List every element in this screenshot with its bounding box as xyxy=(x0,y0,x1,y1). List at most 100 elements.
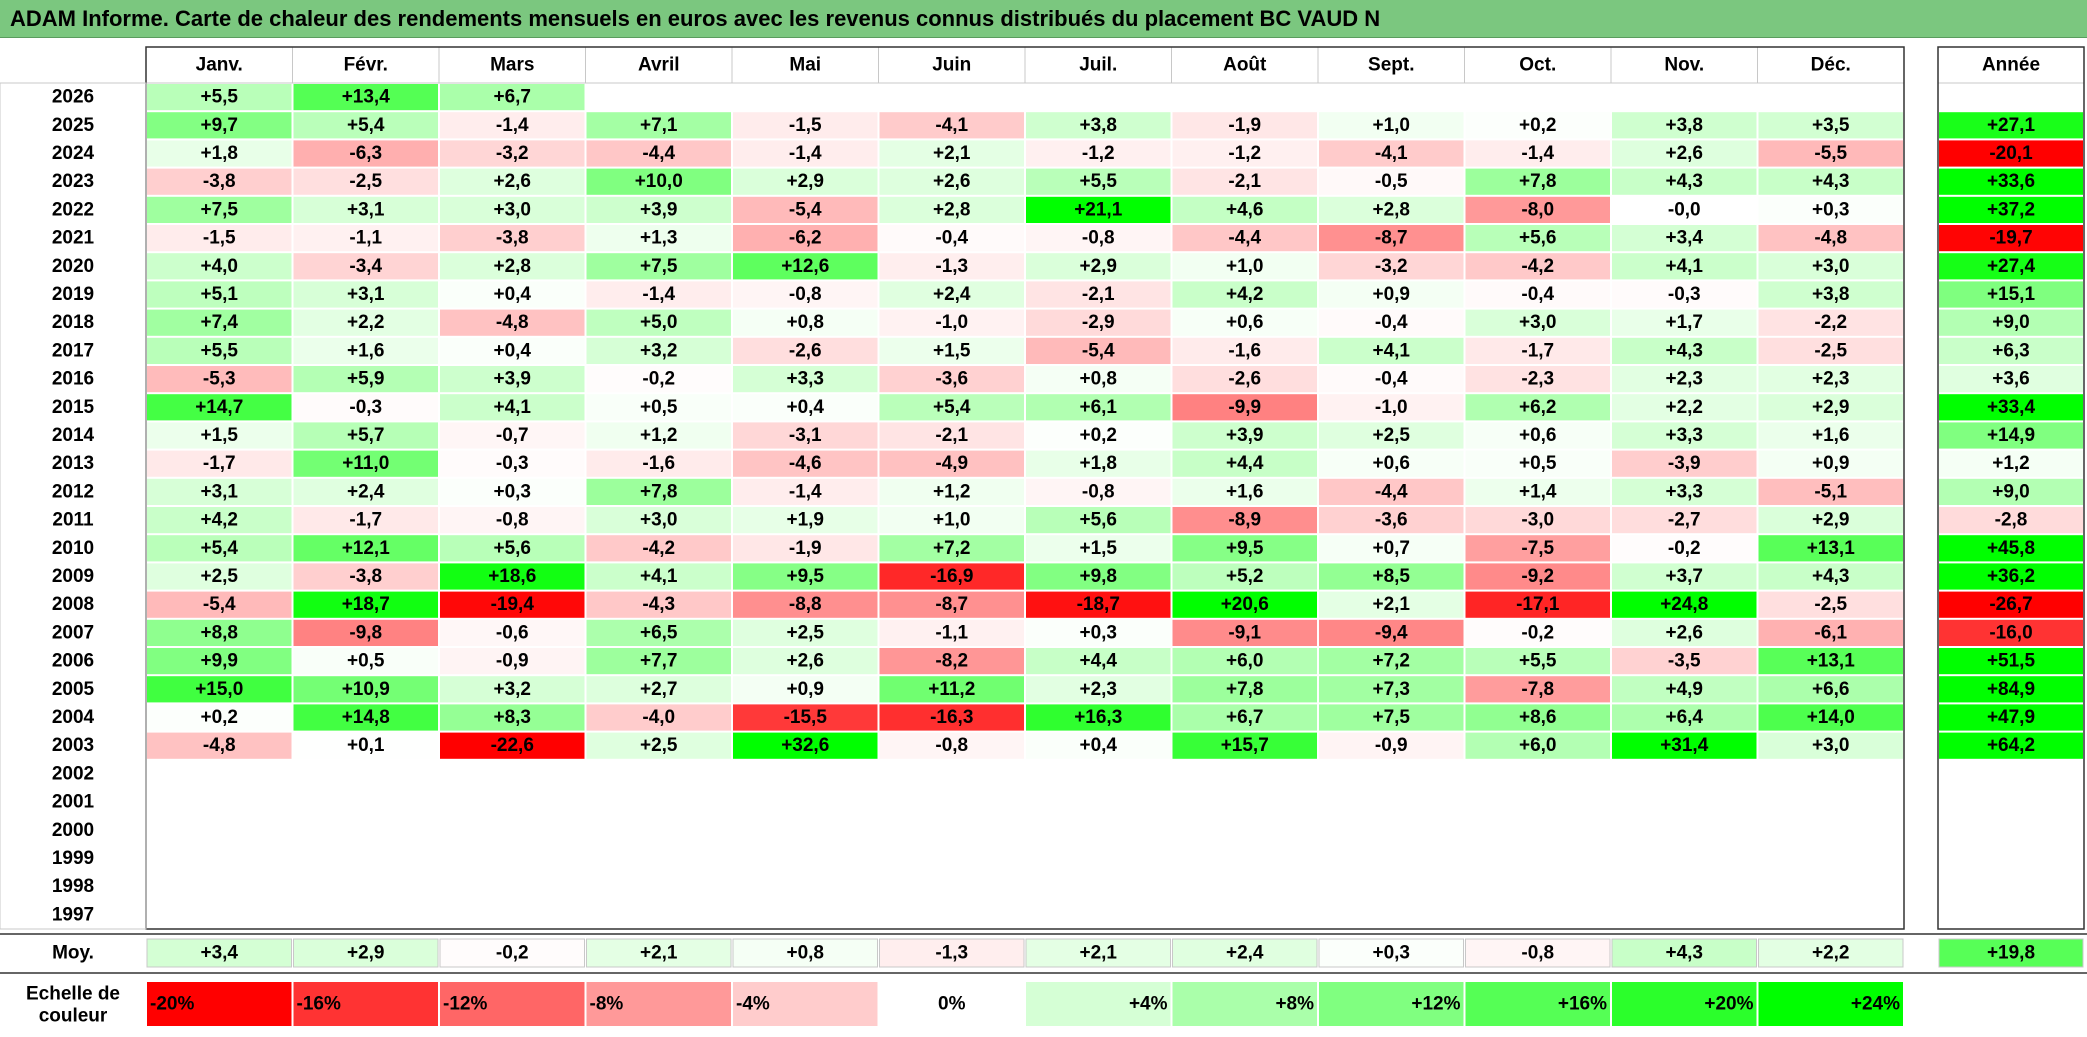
heatmap-cell xyxy=(1026,394,1171,421)
heatmap-cell xyxy=(1319,196,1464,223)
heatmap-cell xyxy=(1319,253,1464,280)
heatmap-cell-value: +0,3 xyxy=(493,481,531,502)
heatmap-cell-value: -4,0 xyxy=(642,707,675,728)
heatmap-cell xyxy=(440,732,585,759)
scale-swatch-label: -12% xyxy=(443,994,487,1015)
row-year-label: 2021 xyxy=(52,228,95,249)
heatmap-cell xyxy=(733,394,878,421)
heatmap-cell-value: -0,6 xyxy=(496,622,529,643)
heatmap-cell xyxy=(1758,309,1903,336)
heatmap-cell-value: -1,2 xyxy=(1228,143,1261,164)
heatmap-cell-value: -8,2 xyxy=(935,651,968,672)
heatmap-cell-value: -1,7 xyxy=(349,510,382,531)
heatmap-cell xyxy=(1612,253,1757,280)
row-year-label: 2004 xyxy=(52,707,95,728)
heatmap-cell-value: +0,5 xyxy=(640,397,678,418)
scale-swatch xyxy=(1465,982,1610,1026)
annual-cell xyxy=(1939,591,2083,618)
row-year-label: 2001 xyxy=(52,792,95,813)
heatmap-cell-value: -1,2 xyxy=(1082,143,1115,164)
heatmap-cell xyxy=(1172,789,1317,816)
row-year-label: 2024 xyxy=(52,143,95,164)
heatmap-cell xyxy=(586,84,731,111)
heatmap-cell xyxy=(147,873,292,900)
average-cell-value: -0,8 xyxy=(1521,943,1554,964)
annual-cell xyxy=(1939,732,2083,759)
heatmap-cell xyxy=(1172,253,1317,280)
heatmap-cell-value: +2,7 xyxy=(640,679,678,700)
heatmap-cell-value: +5,1 xyxy=(200,284,238,305)
heatmap-cell-value: -2,5 xyxy=(1814,594,1847,615)
heatmap-cell xyxy=(1026,648,1171,675)
row-year-label: 2005 xyxy=(52,679,95,700)
average-cell xyxy=(732,938,878,968)
heatmap-cell xyxy=(440,648,585,675)
heatmap-cell xyxy=(1758,140,1903,167)
heatmap-cell xyxy=(1319,281,1464,308)
annual-cell xyxy=(1939,760,2083,787)
heatmap-cell-value: -1,9 xyxy=(789,538,822,559)
scale-swatch xyxy=(1172,982,1317,1026)
heatmap-cell-value: +6,0 xyxy=(1226,651,1264,672)
heatmap-cell-value: +6,2 xyxy=(1519,397,1557,418)
heatmap-cell-value: +9,7 xyxy=(200,115,238,136)
heatmap-cell-value: +3,0 xyxy=(1519,312,1557,333)
heatmap-cell-value: -3,8 xyxy=(349,566,382,587)
heatmap-cell xyxy=(147,535,292,562)
heatmap-cell-value: -4,8 xyxy=(1814,228,1847,249)
annual-cell-value: +33,6 xyxy=(1987,171,2035,192)
heatmap-cell xyxy=(1172,760,1317,787)
heatmap-cell xyxy=(440,901,585,928)
heatmap-cell xyxy=(586,591,731,618)
heatmap-cell xyxy=(1612,84,1757,111)
heatmap-cell-value: -3,5 xyxy=(1668,651,1701,672)
heatmap-cell xyxy=(1612,619,1757,646)
heatmap-cell-value: -0,8 xyxy=(1082,481,1115,502)
heatmap-cell xyxy=(1026,535,1171,562)
heatmap-cell xyxy=(733,591,878,618)
scale-swatch-label: +24% xyxy=(1851,994,1900,1015)
annual-cell-value: -20,1 xyxy=(1989,143,2033,164)
heatmap-cell xyxy=(733,563,878,590)
heatmap-cell-value: +9,9 xyxy=(200,651,238,672)
heatmap-cell xyxy=(1319,112,1464,139)
heatmap-cell-value: +0,4 xyxy=(1079,735,1117,756)
heatmap-cell-value: -3,2 xyxy=(1375,256,1408,277)
heatmap-cell xyxy=(147,845,292,872)
heatmap-cell-value: +14,0 xyxy=(1807,707,1855,728)
row-year-label: 2010 xyxy=(52,538,94,559)
heatmap-cell xyxy=(147,112,292,139)
heatmap-cell xyxy=(1465,845,1610,872)
heatmap-cell xyxy=(586,422,731,449)
heatmap-cell xyxy=(1026,591,1171,618)
heatmap-cell-value: +7,5 xyxy=(640,256,678,277)
heatmap-cell xyxy=(586,281,731,308)
heatmap-cell xyxy=(1319,168,1464,195)
heatmap-cell xyxy=(1172,648,1317,675)
heatmap-cell xyxy=(440,112,585,139)
heatmap-cell-value: +5,5 xyxy=(1519,651,1557,672)
row-year-label: 2003 xyxy=(52,735,94,756)
row-year-label: 2019 xyxy=(52,284,94,305)
annual-cell xyxy=(1939,648,2083,675)
heatmap-cell-value: -4,4 xyxy=(642,143,675,164)
heatmap-cell xyxy=(1758,196,1903,223)
heatmap-cell xyxy=(1172,450,1317,477)
heatmap-cell xyxy=(1612,789,1757,816)
heatmap-cell-value: -3,8 xyxy=(496,228,529,249)
heatmap-cell-value: +0,2 xyxy=(1519,115,1557,136)
heatmap-cell xyxy=(1758,704,1903,731)
heatmap-cell xyxy=(1465,760,1610,787)
heatmap-cell xyxy=(147,619,292,646)
heatmap-cell xyxy=(879,478,1024,505)
row-year-label: 2022 xyxy=(52,199,94,220)
heatmap-cell xyxy=(147,704,292,731)
heatmap-cell xyxy=(1172,591,1317,618)
heatmap-cell-value: +9,5 xyxy=(1226,538,1264,559)
heatmap-cell-value: -1,4 xyxy=(642,284,675,305)
heatmap-cell-value: +2,8 xyxy=(493,256,531,277)
heatmap-cell-value: -1,3 xyxy=(935,256,968,277)
annual-cell-value: +27,1 xyxy=(1987,115,2036,136)
scale-swatch-label: -20% xyxy=(150,994,194,1015)
heatmap-cell xyxy=(1612,450,1757,477)
